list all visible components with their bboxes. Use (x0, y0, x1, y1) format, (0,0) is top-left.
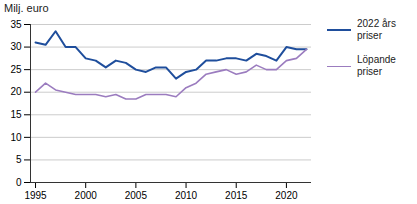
svg-text:1995: 1995 (24, 190, 47, 201)
html-text:2022 års priser: 2022 års priser (357, 18, 396, 41)
html-text:Milj. euro: Milj. euro (4, 2, 49, 14)
svg-text:2020: 2020 (275, 190, 298, 201)
svg-text:0: 0 (16, 177, 22, 188)
svg-text:30: 30 (10, 41, 22, 52)
svg-text:2000: 2000 (75, 190, 98, 201)
svg-text:2005: 2005 (125, 190, 148, 201)
svg-text:35: 35 (10, 19, 22, 30)
svg-text:5: 5 (16, 154, 22, 165)
html-text:Löpande priser: Löpande priser (357, 54, 396, 77)
svg-text:2010: 2010 (175, 190, 198, 201)
svg-text:15: 15 (10, 109, 22, 120)
svg-text:10: 10 (10, 132, 22, 143)
svg-text:25: 25 (10, 64, 22, 75)
svg-text:20: 20 (10, 86, 22, 97)
svg-text:2015: 2015 (225, 190, 248, 201)
